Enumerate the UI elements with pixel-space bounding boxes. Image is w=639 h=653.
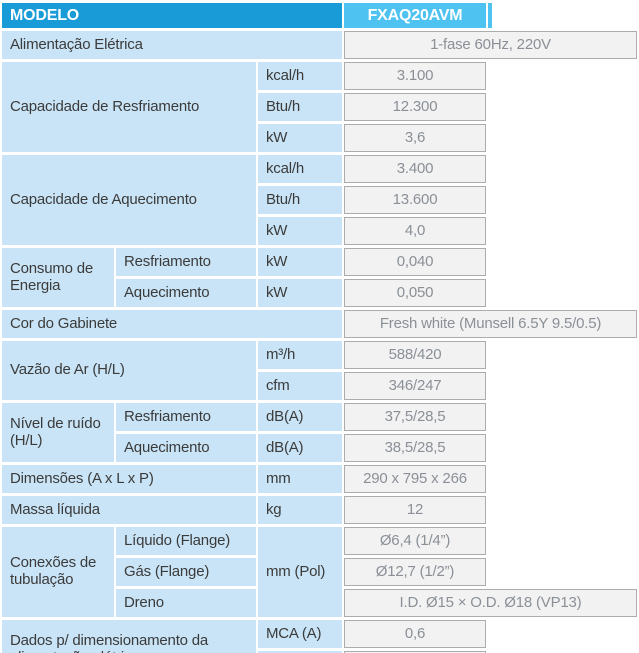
sublabel-piping-gas: Gás (Flange) <box>116 558 256 586</box>
value-cooling-kw: 3,6 <box>344 124 486 152</box>
value-heating-btu: 13.600 <box>344 186 486 214</box>
sublabel-noise-cooling: Resfriamento <box>116 403 256 431</box>
row-label-net-weight: Massa líquida <box>2 496 256 524</box>
value-heating-kw: 4,0 <box>344 217 486 245</box>
table-row: Dimensões (A x L x P) mm 290 x 795 x 266 <box>2 465 637 493</box>
row-label-cabinet-color: Cor do Gabinete <box>2 310 342 338</box>
value-mfa: 15 <box>344 651 486 653</box>
value-airflow-m3h: 588/420 <box>344 341 486 369</box>
value-noise-cooling: 37,5/28,5 <box>344 403 486 431</box>
sublabel-piping-drain: Dreno <box>116 589 256 617</box>
unit-cooling-kw: kW <box>258 124 342 152</box>
unit-cooling-btu: Btu/h <box>258 93 342 121</box>
value-cooling-btu: 12.300 <box>344 93 486 121</box>
row-label-airflow: Vazão de Ar (H/L) <box>2 341 256 400</box>
model-header-label: MODELO <box>2 3 342 28</box>
sublabel-piping-liquid: Líquido (Flange) <box>116 527 256 555</box>
table-row: Capacidade de Resfriamento kcal/h 3.100 <box>2 62 637 152</box>
unit-consumption-cooling: kW <box>258 248 342 276</box>
table-row: kW 3,6 <box>2 124 637 152</box>
value-consumption-heating: 0,050 <box>344 279 486 307</box>
value-consumption-cooling: 0,040 <box>344 248 486 276</box>
unit-piping: mm (Pol) <box>258 527 342 617</box>
unit-airflow-cfm: cfm <box>258 372 342 400</box>
unit-heating-kw: kW <box>258 217 342 245</box>
unit-mfa: MFA (A) <box>258 651 342 653</box>
unit-heating-btu: Btu/h <box>258 186 342 214</box>
table-row: Conexões de tubulação Líquido (Flange) m… <box>2 527 637 617</box>
value-mca: 0,6 <box>344 620 486 648</box>
value-airflow-cfm: 346/247 <box>344 372 486 400</box>
table-row: Gás (Flange) Ø12,7 (1/2”) <box>2 558 637 586</box>
table-row: Dreno I.D. Ø15 × O.D. Ø18 (VP13) <box>2 589 637 617</box>
row-label-noise-level: Nível de ruído (H/L) <box>2 403 114 462</box>
row-label-electrical-sizing: Dados p/ dimensionamento da alimentação … <box>2 620 256 653</box>
table-row: Cor do Gabinete Fresh white (Munsell 6.5… <box>2 310 637 338</box>
unit-dimensions: mm <box>258 465 342 493</box>
header-row: MODELO FXAQ20AVM <box>2 3 637 28</box>
value-piping-drain: I.D. Ø15 × O.D. Ø18 (VP13) <box>344 589 637 617</box>
table-row: Aquecimento kW 0,050 <box>2 279 637 307</box>
table-row: Massa líquida kg 12 <box>2 496 637 524</box>
model-header-value: FXAQ20AVM <box>344 3 486 28</box>
table-row: Alimentação Elétrica 1-fase 60Hz, 220V <box>2 31 637 59</box>
table-row: Nível de ruído (H/L) Resfriamento dB(A) … <box>2 403 637 462</box>
table-row: Consumo de Energia Resfriamento kW 0,040 <box>2 248 637 307</box>
value-cooling-kcal: 3.100 <box>344 62 486 90</box>
unit-airflow-m3h: m³/h <box>258 341 342 369</box>
value-noise-heating: 38,5/28,5 <box>344 434 486 462</box>
value-dimensions: 290 x 795 x 266 <box>344 465 486 493</box>
row-label-dimensions: Dimensões (A x L x P) <box>2 465 256 493</box>
value-power-supply: 1-fase 60Hz, 220V <box>344 31 637 59</box>
unit-net-weight: kg <box>258 496 342 524</box>
header-spacer <box>488 3 637 28</box>
row-label-piping: Conexões de tubulação <box>2 527 114 617</box>
table-row: MFA (A) 15 <box>2 651 637 653</box>
table-row: Dados p/ dimensionamento da alimentação … <box>2 620 637 653</box>
value-piping-liquid: Ø6,4 (1/4”) <box>344 527 486 555</box>
table-row: Btu/h 13.600 <box>2 186 637 214</box>
sublabel-consumption-cooling: Resfriamento <box>116 248 256 276</box>
value-heating-kcal: 3.400 <box>344 155 486 183</box>
unit-noise-cooling: dB(A) <box>258 403 342 431</box>
table-row: Aquecimento dB(A) 38,5/28,5 <box>2 434 637 462</box>
header-next-column-sliver <box>488 3 492 28</box>
table-row: kW 4,0 <box>2 217 637 245</box>
unit-consumption-heating: kW <box>258 279 342 307</box>
unit-noise-heating: dB(A) <box>258 434 342 462</box>
sublabel-noise-heating: Aquecimento <box>116 434 256 462</box>
row-label-cooling-capacity: Capacidade de Resfriamento <box>2 62 256 152</box>
unit-heating-kcal: kcal/h <box>258 155 342 183</box>
unit-mca: MCA (A) <box>258 620 342 648</box>
table-row: Capacidade de Aquecimento kcal/h 3.400 <box>2 155 637 245</box>
row-label-heating-capacity: Capacidade de Aquecimento <box>2 155 256 245</box>
value-net-weight: 12 <box>344 496 486 524</box>
row-label-power-supply: Alimentação Elétrica <box>2 31 342 59</box>
value-piping-gas: Ø12,7 (1/2”) <box>344 558 486 586</box>
table-row: cfm 346/247 <box>2 372 637 400</box>
unit-cooling-kcal: kcal/h <box>258 62 342 90</box>
value-cabinet-color: Fresh white (Munsell 6.5Y 9.5/0.5) <box>344 310 637 338</box>
table-row: Btu/h 12.300 <box>2 93 637 121</box>
table-row: Vazão de Ar (H/L) m³/h 588/420 <box>2 341 637 400</box>
sublabel-consumption-heating: Aquecimento <box>116 279 256 307</box>
row-label-power-consumption: Consumo de Energia <box>2 248 114 307</box>
